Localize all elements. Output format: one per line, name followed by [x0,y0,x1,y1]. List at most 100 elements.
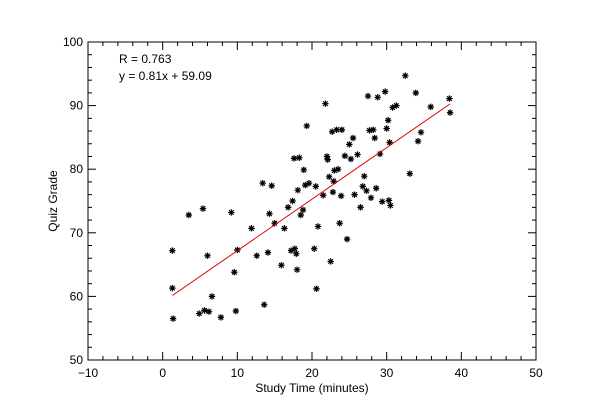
data-point [303,122,310,130]
x-tick-label: 0 [159,366,166,380]
y-tick-label: 70 [70,226,84,240]
x-tick-label: −10 [78,366,99,380]
data-point [299,206,307,214]
data-point [185,211,192,219]
data-point [313,285,320,292]
data-point [384,117,392,124]
data-point [312,183,319,190]
data-point [300,166,307,174]
data-point [169,247,176,254]
data-point [346,141,353,148]
data-point [322,100,329,107]
data-point [208,293,216,300]
data-point [349,134,357,142]
data-point [393,102,400,109]
data-point [294,186,302,194]
data-point [281,225,288,232]
data-point [373,185,380,192]
data-point [293,250,300,257]
data-point [266,210,273,217]
data-point [264,249,272,256]
data-point [385,197,393,204]
data-point [287,247,295,254]
data-point [370,126,377,133]
data-point [364,92,372,100]
data-point [324,156,331,163]
data-point [289,197,296,205]
data-point [387,202,394,209]
y-axis-label: Quiz Grade [46,170,60,232]
data-point [354,151,361,158]
data-point [297,211,304,219]
data-point [296,154,303,161]
data-point [406,170,414,177]
data-point [412,89,419,97]
regression-line [172,103,451,296]
data-point [378,198,386,205]
data-point [305,179,313,187]
data-point [338,126,346,133]
data-point [343,235,351,243]
y-tick-label: 60 [70,289,84,303]
data-point [169,315,177,322]
data-point [341,152,349,160]
data-point [337,192,345,200]
data-point [271,220,278,227]
data-point [293,266,301,273]
data-point [217,314,225,321]
data-point [201,307,208,314]
data-point [371,134,378,142]
data-point [169,284,176,292]
annotation-fit-equation: y = 0.81x + 59.09 [119,69,212,83]
data-point [327,258,334,265]
data-point [389,104,396,111]
x-axis-label: Study Time (minutes) [255,381,368,395]
data-point [199,205,207,212]
data-point [374,94,381,101]
data-point [402,72,409,79]
data-point [334,166,342,173]
y-tick-label: 80 [70,162,84,176]
annotation-r-value: R = 0.763 [119,52,172,66]
x-tick-label: 40 [455,366,469,380]
data-point [359,183,366,190]
data-point [446,95,453,102]
data-point [386,139,393,146]
data-point [259,179,266,187]
data-point [381,88,389,95]
data-point [231,269,238,276]
data-point [325,173,333,181]
data-points [169,72,454,322]
y-tick-label: 50 [70,353,84,367]
data-point [330,178,337,185]
data-point [248,225,255,232]
data-point [302,181,309,189]
data-point [311,245,318,252]
y-tick-label: 90 [70,99,84,113]
x-tick-label: 50 [529,366,543,380]
data-point [234,246,241,254]
data-point [376,150,384,158]
data-point [284,204,292,211]
data-point [290,155,298,162]
data-point [253,252,260,259]
y-tick-label: 100 [63,35,83,49]
data-point [363,187,370,195]
data-point [232,307,240,315]
data-point [329,188,337,196]
x-tick-label: 10 [231,366,245,380]
data-point [383,125,390,132]
data-point [367,194,375,202]
data-point [414,138,422,145]
data-point [347,155,355,163]
data-point [357,204,364,211]
plot-area-border [87,41,537,361]
data-point [328,128,336,135]
data-point [417,129,425,136]
data-point [446,109,454,116]
data-point [291,245,299,252]
data-point [261,301,268,308]
data-point [331,167,338,174]
y-axis: 50 60 70 80 90 100 [63,35,536,367]
